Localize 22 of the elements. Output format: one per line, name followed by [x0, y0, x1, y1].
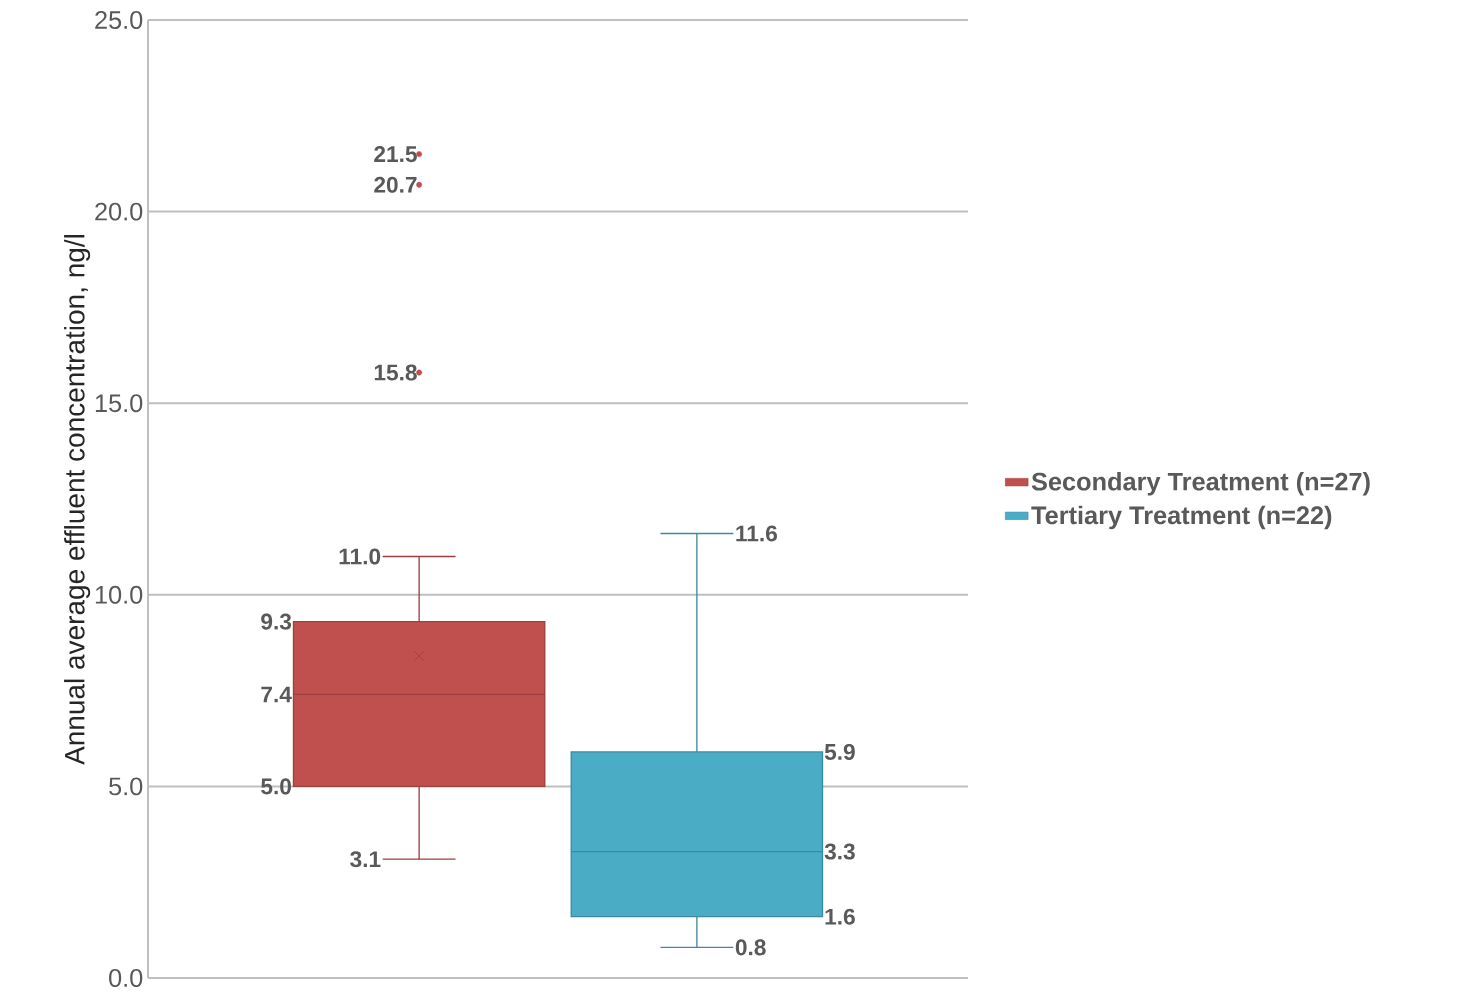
- annotation: 7.4: [261, 686, 292, 703]
- annotation: 3.3: [824, 843, 855, 860]
- annotation: 5.0: [261, 778, 291, 795]
- annotation: 5.9: [824, 743, 855, 760]
- annotation: 15.8: [374, 364, 417, 381]
- annotation: 0.8: [735, 939, 766, 956]
- annotation: 11.6: [736, 525, 777, 542]
- annotation: 21.5: [374, 146, 417, 163]
- legend-label: Secondary Treatment (n=27): [1031, 471, 1370, 496]
- y-tick-label: 15.0: [95, 394, 143, 413]
- y-tick-label: 10.0: [95, 585, 143, 604]
- y-tick-label: 20.0: [95, 202, 143, 221]
- y-tick-label: 5.0: [109, 777, 143, 796]
- annotation: 3.1: [350, 851, 381, 868]
- annotation: 11.0: [339, 548, 381, 565]
- annotation: 20.7: [374, 176, 417, 193]
- y-axis-title: Annual average effluent concentration, ng/l: [64, 235, 91, 765]
- y-tick-label: 25.0: [95, 11, 143, 29]
- legend-label: Tertiary Treatment (n=22): [1031, 505, 1332, 530]
- y-tick-label: 0.0: [109, 969, 143, 987]
- annotation: 9.3: [261, 613, 292, 630]
- annotation: 1.6: [825, 908, 855, 925]
